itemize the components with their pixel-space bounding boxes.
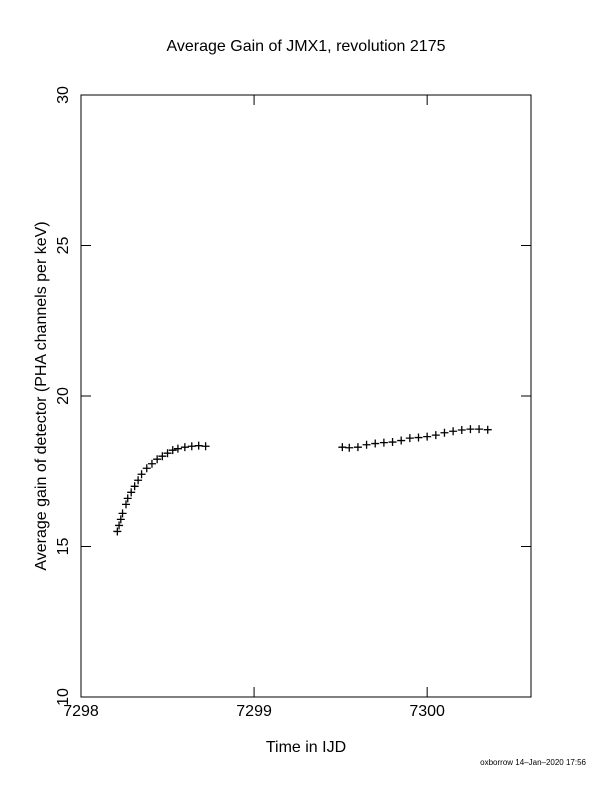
marker [122, 500, 130, 509]
y-tick-label: 10 [55, 688, 72, 706]
marker [483, 425, 492, 434]
marker [338, 443, 347, 452]
marker [431, 431, 440, 440]
marker [158, 452, 167, 461]
marker [173, 444, 182, 453]
marker [116, 515, 125, 524]
marker [123, 494, 132, 503]
x-tick-label: 7298 [63, 703, 99, 720]
marker [142, 464, 151, 473]
marker [134, 476, 143, 485]
marker [130, 482, 139, 491]
marker [423, 432, 432, 441]
marker [388, 438, 397, 447]
marker [187, 442, 196, 451]
marker [457, 426, 466, 435]
marker [163, 449, 172, 458]
marker [345, 443, 354, 452]
marker [168, 446, 177, 455]
footer: oxborrow 14–Jan–2020 17:56 [480, 758, 586, 767]
marker [118, 509, 127, 518]
marker [440, 428, 449, 437]
marker [147, 459, 156, 468]
y-tick-label: 25 [55, 237, 72, 255]
marker [353, 443, 362, 452]
x-axis-label: Time in IJD [266, 739, 346, 756]
y-tick-label: 30 [55, 86, 72, 104]
marker [414, 433, 423, 442]
marker [475, 425, 484, 434]
marker [180, 443, 189, 452]
marker [115, 521, 124, 530]
plot-frame [80, 94, 532, 698]
marker [379, 438, 388, 447]
x-tick-label: 7300 [409, 703, 445, 720]
marker [137, 470, 146, 479]
marker [405, 434, 414, 443]
marker [194, 441, 203, 450]
x-tick-label: 7299 [236, 703, 272, 720]
marker [449, 427, 458, 436]
marker [113, 527, 122, 536]
marker [127, 488, 136, 497]
chart-title: Average Gain of JMX1, revolution 2175 [167, 38, 446, 55]
y-tick-label: 20 [55, 387, 72, 405]
marker [201, 442, 210, 451]
marker [362, 440, 371, 449]
marker [153, 455, 162, 464]
marker [371, 439, 380, 448]
marker [397, 436, 406, 445]
marker [466, 425, 475, 434]
y-tick-label: 15 [55, 538, 72, 556]
y-axis-label: Average gain of detector (PHA channels p… [33, 221, 50, 570]
